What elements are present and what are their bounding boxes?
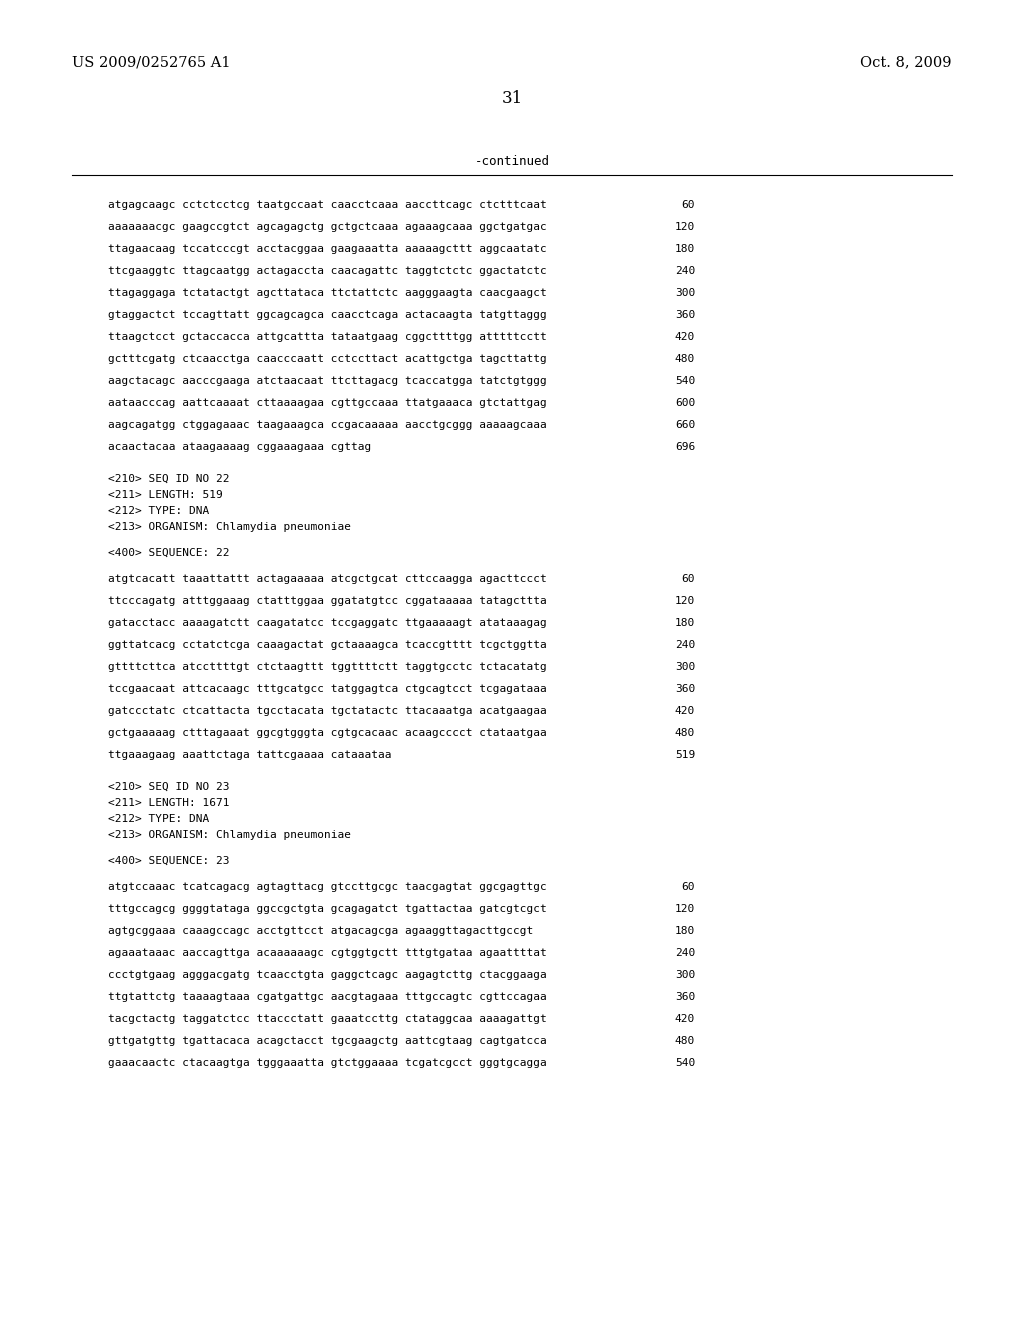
Text: 480: 480 <box>675 729 695 738</box>
Text: -continued: -continued <box>474 154 550 168</box>
Text: 240: 240 <box>675 267 695 276</box>
Text: <212> TYPE: DNA: <212> TYPE: DNA <box>108 506 209 516</box>
Text: ggttatcacg cctatctcga caaagactat gctaaaagca tcaccgtttt tcgctggtta: ggttatcacg cctatctcga caaagactat gctaaaa… <box>108 640 547 649</box>
Text: <400> SEQUENCE: 22: <400> SEQUENCE: 22 <box>108 548 229 558</box>
Text: acaactacaa ataagaaaag cggaaagaaa cgttag: acaactacaa ataagaaaag cggaaagaaa cgttag <box>108 442 372 451</box>
Text: aaaaaaacgc gaagccgtct agcagagctg gctgctcaaa agaaagcaaa ggctgatgac: aaaaaaacgc gaagccgtct agcagagctg gctgctc… <box>108 222 547 232</box>
Text: ttgaaagaag aaattctaga tattcgaaaa cataaataa: ttgaaagaag aaattctaga tattcgaaaa cataaat… <box>108 750 391 760</box>
Text: ttgtattctg taaaagtaaa cgatgattgc aacgtagaaa tttgccagtc cgttccagaa: ttgtattctg taaaagtaaa cgatgattgc aacgtag… <box>108 993 547 1002</box>
Text: 519: 519 <box>675 750 695 760</box>
Text: tccgaacaat attcacaagc tttgcatgcc tatggagtca ctgcagtcct tcgagataaa: tccgaacaat attcacaagc tttgcatgcc tatggag… <box>108 684 547 694</box>
Text: tacgctactg taggatctcc ttaccctatt gaaatccttg ctataggcaa aaaagattgt: tacgctactg taggatctcc ttaccctatt gaaatcc… <box>108 1014 547 1024</box>
Text: 180: 180 <box>675 618 695 628</box>
Text: gtaggactct tccagttatt ggcagcagca caacctcaga actacaagta tatgttaggg: gtaggactct tccagttatt ggcagcagca caacctc… <box>108 310 547 319</box>
Text: 300: 300 <box>675 970 695 979</box>
Text: ttaagctcct gctaccacca attgcattta tataatgaag cggcttttgg atttttcctt: ttaagctcct gctaccacca attgcattta tataatg… <box>108 333 547 342</box>
Text: <213> ORGANISM: Chlamydia pneumoniae: <213> ORGANISM: Chlamydia pneumoniae <box>108 830 351 840</box>
Text: 60: 60 <box>682 574 695 583</box>
Text: 540: 540 <box>675 376 695 385</box>
Text: 696: 696 <box>675 442 695 451</box>
Text: 120: 120 <box>675 222 695 232</box>
Text: 180: 180 <box>675 927 695 936</box>
Text: aagctacagc aacccgaaga atctaacaat ttcttagacg tcaccatgga tatctgtggg: aagctacagc aacccgaaga atctaacaat ttcttag… <box>108 376 547 385</box>
Text: aataacccag aattcaaaat cttaaaagaa cgttgccaaa ttatgaaaca gtctattgag: aataacccag aattcaaaat cttaaaagaa cgttgcc… <box>108 399 547 408</box>
Text: tttgccagcg ggggtataga ggccgctgta gcagagatct tgattactaa gatcgtcgct: tttgccagcg ggggtataga ggccgctgta gcagaga… <box>108 904 547 913</box>
Text: atgtccaaac tcatcagacg agtagttacg gtccttgcgc taacgagtat ggcgagttgc: atgtccaaac tcatcagacg agtagttacg gtccttg… <box>108 882 547 892</box>
Text: 240: 240 <box>675 640 695 649</box>
Text: ccctgtgaag agggacgatg tcaacctgta gaggctcagc aagagtcttg ctacggaaga: ccctgtgaag agggacgatg tcaacctgta gaggctc… <box>108 970 547 979</box>
Text: 120: 120 <box>675 904 695 913</box>
Text: 60: 60 <box>682 882 695 892</box>
Text: 420: 420 <box>675 333 695 342</box>
Text: ttcgaaggtc ttagcaatgg actagaccta caacagattc taggtctctc ggactatctc: ttcgaaggtc ttagcaatgg actagaccta caacaga… <box>108 267 547 276</box>
Text: 120: 120 <box>675 597 695 606</box>
Text: ttagaggaga tctatactgt agcttataca ttctattctc aagggaagta caacgaagct: ttagaggaga tctatactgt agcttataca ttctatt… <box>108 288 547 298</box>
Text: gttgatgttg tgattacaca acagctacct tgcgaagctg aattcgtaag cagtgatcca: gttgatgttg tgattacaca acagctacct tgcgaag… <box>108 1036 547 1045</box>
Text: gaaacaactc ctacaagtga tgggaaatta gtctggaaaa tcgatcgcct gggtgcagga: gaaacaactc ctacaagtga tgggaaatta gtctgga… <box>108 1059 547 1068</box>
Text: 660: 660 <box>675 420 695 430</box>
Text: <210> SEQ ID NO 22: <210> SEQ ID NO 22 <box>108 474 229 484</box>
Text: 360: 360 <box>675 310 695 319</box>
Text: <212> TYPE: DNA: <212> TYPE: DNA <box>108 814 209 824</box>
Text: gctttcgatg ctcaacctga caacccaatt cctccttact acattgctga tagcttattg: gctttcgatg ctcaacctga caacccaatt cctcctt… <box>108 354 547 364</box>
Text: aagcagatgg ctggagaaac taagaaagca ccgacaaaaa aacctgcggg aaaaagcaaa: aagcagatgg ctggagaaac taagaaagca ccgacaa… <box>108 420 547 430</box>
Text: 360: 360 <box>675 684 695 694</box>
Text: 240: 240 <box>675 948 695 958</box>
Text: ttagaacaag tccatcccgt acctacggaa gaagaaatta aaaaagcttt aggcaatatc: ttagaacaag tccatcccgt acctacggaa gaagaaa… <box>108 244 547 253</box>
Text: agaaataaac aaccagttga acaaaaaagc cgtggtgctt tttgtgataa agaattttat: agaaataaac aaccagttga acaaaaaagc cgtggtg… <box>108 948 547 958</box>
Text: gatccctatc ctcattacta tgcctacata tgctatactc ttacaaatga acatgaagaa: gatccctatc ctcattacta tgcctacata tgctata… <box>108 706 547 715</box>
Text: 31: 31 <box>502 90 522 107</box>
Text: atgtcacatt taaattattt actagaaaaa atcgctgcat cttccaagga agacttccct: atgtcacatt taaattattt actagaaaaa atcgctg… <box>108 574 547 583</box>
Text: 420: 420 <box>675 706 695 715</box>
Text: <400> SEQUENCE: 23: <400> SEQUENCE: 23 <box>108 855 229 866</box>
Text: 180: 180 <box>675 244 695 253</box>
Text: 420: 420 <box>675 1014 695 1024</box>
Text: atgagcaagc cctctcctcg taatgccaat caacctcaaa aaccttcagc ctctttcaat: atgagcaagc cctctcctcg taatgccaat caacctc… <box>108 201 547 210</box>
Text: 300: 300 <box>675 288 695 298</box>
Text: ttcccagatg atttggaaag ctatttggaa ggatatgtcc cggataaaaa tatagcttta: ttcccagatg atttggaaag ctatttggaa ggatatg… <box>108 597 547 606</box>
Text: <213> ORGANISM: Chlamydia pneumoniae: <213> ORGANISM: Chlamydia pneumoniae <box>108 521 351 532</box>
Text: gttttcttca atccttttgt ctctaagttt tggttttctt taggtgcctc tctacatatg: gttttcttca atccttttgt ctctaagttt tggtttt… <box>108 663 547 672</box>
Text: 480: 480 <box>675 1036 695 1045</box>
Text: <211> LENGTH: 519: <211> LENGTH: 519 <box>108 490 223 500</box>
Text: <210> SEQ ID NO 23: <210> SEQ ID NO 23 <box>108 781 229 792</box>
Text: 360: 360 <box>675 993 695 1002</box>
Text: 60: 60 <box>682 201 695 210</box>
Text: 600: 600 <box>675 399 695 408</box>
Text: 480: 480 <box>675 354 695 364</box>
Text: gatacctacc aaaagatctt caagatatcc tccgaggatc ttgaaaaagt atataaagag: gatacctacc aaaagatctt caagatatcc tccgagg… <box>108 618 547 628</box>
Text: <211> LENGTH: 1671: <211> LENGTH: 1671 <box>108 799 229 808</box>
Text: gctgaaaaag ctttagaaat ggcgtgggta cgtgcacaac acaagcccct ctataatgaa: gctgaaaaag ctttagaaat ggcgtgggta cgtgcac… <box>108 729 547 738</box>
Text: agtgcggaaa caaagccagc acctgttcct atgacagcga agaaggttagacttgccgt: agtgcggaaa caaagccagc acctgttcct atgacag… <box>108 927 534 936</box>
Text: 300: 300 <box>675 663 695 672</box>
Text: Oct. 8, 2009: Oct. 8, 2009 <box>860 55 952 69</box>
Text: 540: 540 <box>675 1059 695 1068</box>
Text: US 2009/0252765 A1: US 2009/0252765 A1 <box>72 55 230 69</box>
